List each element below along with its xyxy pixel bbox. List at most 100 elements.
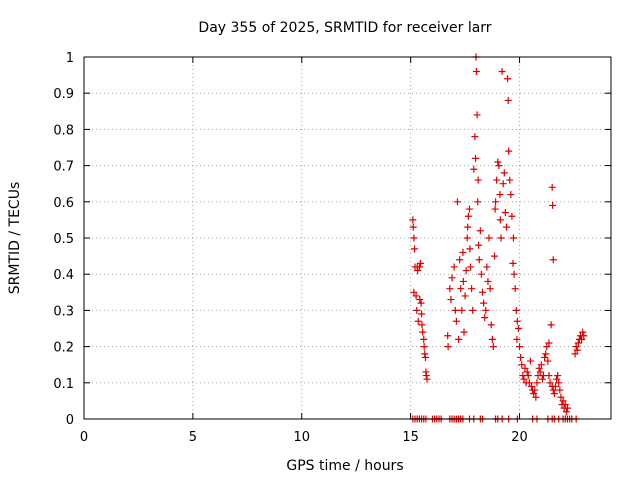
y-tick-label: 0.1 (53, 377, 74, 392)
data-point (505, 147, 513, 155)
data-point (542, 350, 550, 358)
data-point (556, 386, 564, 394)
data-point (410, 234, 418, 242)
data-point (530, 390, 538, 398)
chart-title: Day 355 of 2025, SRMTID for receiver lar… (198, 20, 491, 36)
data-point (523, 368, 531, 376)
data-point (420, 343, 428, 351)
data-point (474, 198, 482, 206)
data-point (492, 198, 500, 206)
data-point (504, 96, 512, 104)
data-point (516, 343, 524, 351)
data-point (547, 321, 555, 329)
y-tick-label: 0.3 (53, 304, 74, 319)
data-point (517, 353, 525, 361)
data-point (524, 372, 532, 380)
y-tick-label: 0.8 (53, 123, 74, 138)
data-point (421, 353, 429, 361)
data-point (418, 310, 426, 318)
data-point (420, 335, 428, 343)
data-point (414, 317, 422, 325)
data-point (488, 335, 496, 343)
plot-frame (83, 56, 612, 420)
data-point (415, 263, 423, 271)
data-point (410, 288, 418, 296)
data-point (472, 154, 480, 162)
data-point (502, 223, 510, 231)
data-point (411, 245, 419, 253)
data-point (409, 216, 417, 224)
data-point (446, 285, 454, 293)
data-point (418, 321, 426, 329)
data-point (504, 75, 512, 83)
data-point (480, 299, 488, 307)
data-point (563, 404, 571, 412)
data-point (500, 169, 508, 177)
data-point (532, 393, 540, 401)
data-point (469, 306, 477, 314)
data-point (483, 263, 491, 271)
grid-lines (84, 57, 611, 419)
data-point (467, 263, 475, 271)
data-point (521, 364, 529, 372)
data-point (551, 382, 559, 390)
data-point (573, 346, 581, 354)
y-tick-label: 0.7 (53, 160, 74, 175)
data-point (451, 306, 459, 314)
data-point (554, 372, 562, 380)
data-point (414, 267, 422, 275)
data-point (476, 227, 484, 235)
data-point (450, 263, 458, 271)
data-point (479, 288, 487, 296)
data-point (477, 270, 485, 278)
data-point (465, 205, 473, 213)
data-point (512, 306, 520, 314)
data-point (456, 256, 464, 264)
data-point (537, 361, 545, 369)
data-point (497, 234, 505, 242)
data-point (541, 353, 549, 361)
data-point (574, 339, 582, 347)
data-point (580, 332, 588, 340)
data-point (496, 191, 504, 199)
data-point (453, 198, 461, 206)
data-point (489, 343, 497, 351)
data-point (457, 285, 465, 293)
data-point (506, 176, 514, 184)
data-point (579, 328, 587, 336)
data-point (413, 306, 421, 314)
data-point (466, 245, 474, 253)
data-point (553, 375, 561, 383)
data-point (484, 277, 492, 285)
data-point (416, 296, 424, 304)
data-point (493, 176, 501, 184)
data-point (487, 321, 495, 329)
data-point (423, 375, 431, 383)
data-point (444, 343, 452, 351)
data-point (510, 270, 518, 278)
data-point (513, 317, 521, 325)
data-point (549, 256, 557, 264)
x-tick-label: 15 (402, 430, 419, 445)
data-point (571, 350, 579, 358)
data-point (494, 158, 502, 166)
data-point (468, 285, 476, 293)
data-point (412, 292, 420, 300)
data-point (535, 364, 543, 372)
data-point (495, 162, 503, 170)
data-point (422, 372, 430, 380)
data-point (475, 256, 483, 264)
data-point (409, 223, 417, 231)
data-point (511, 285, 519, 293)
data-point (514, 325, 522, 332)
data-point (475, 241, 483, 249)
data-point (562, 408, 570, 416)
data-point (419, 328, 427, 336)
data-point (545, 372, 553, 380)
data-point (520, 375, 528, 383)
data-point (452, 317, 460, 325)
data-point (528, 382, 536, 390)
data-point (508, 212, 516, 220)
data-point (533, 379, 541, 387)
data-point (459, 277, 467, 285)
